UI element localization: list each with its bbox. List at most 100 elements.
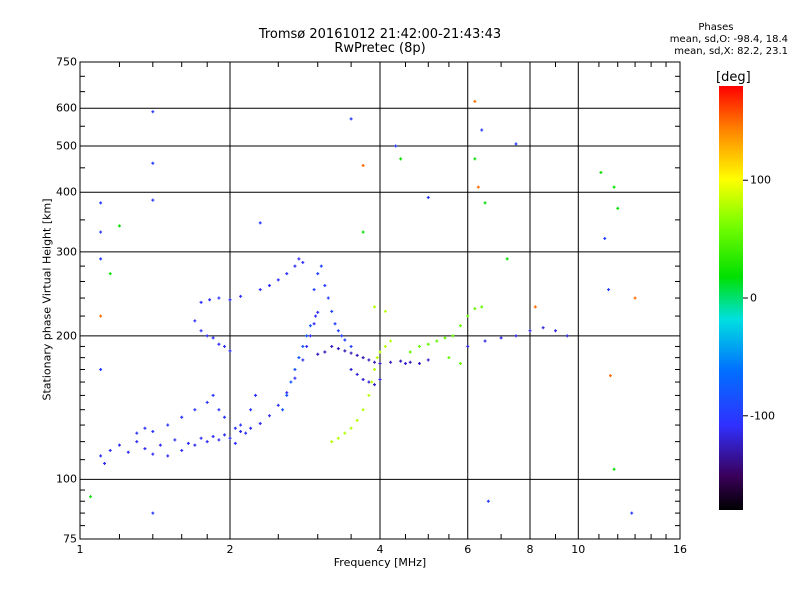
- data-point: [399, 359, 403, 363]
- data-point: [253, 393, 257, 397]
- chart-title: Tromsø 20161012 21:42:00-21:43:43: [258, 27, 502, 42]
- data-point: [228, 349, 232, 353]
- data-point: [316, 310, 320, 314]
- data-point: [285, 272, 289, 276]
- data-point: [355, 372, 359, 376]
- y-tick-label: 75: [63, 532, 77, 546]
- data-point: [217, 408, 221, 412]
- data-point: [205, 440, 209, 444]
- data-point: [258, 288, 262, 292]
- data-point: [108, 448, 112, 452]
- data-point: [151, 110, 155, 114]
- data-point: [173, 438, 177, 442]
- x-tick-label: 1: [76, 543, 84, 556]
- data-point: [349, 351, 353, 355]
- y-tick-label: 300: [56, 245, 77, 259]
- data-point: [186, 441, 190, 445]
- data-point: [193, 319, 197, 323]
- data-point: [99, 201, 103, 205]
- data-point: [326, 296, 330, 300]
- data-point: [473, 99, 477, 103]
- data-point: [99, 230, 103, 234]
- data-point: [514, 142, 518, 146]
- data-point: [314, 314, 318, 318]
- data-point: [505, 257, 509, 261]
- x-tick-label: 6: [464, 543, 472, 556]
- x-tick-label: 16: [673, 543, 687, 556]
- data-point: [193, 443, 197, 447]
- data-point: [297, 356, 301, 360]
- data-point: [378, 350, 382, 354]
- data-point: [408, 360, 412, 364]
- data-point: [151, 452, 155, 456]
- data-point: [630, 511, 634, 515]
- data-point: [528, 329, 532, 333]
- data-point: [228, 436, 232, 440]
- data-point: [426, 342, 430, 346]
- data-point: [301, 260, 305, 264]
- data-point: [367, 358, 371, 362]
- data-point: [349, 344, 353, 348]
- phase-stats-x: mean, sd,X: 82.2, 23.1: [674, 46, 788, 57]
- data-point: [258, 421, 262, 425]
- data-point: [633, 296, 637, 300]
- data-point: [239, 423, 243, 427]
- data-point: [308, 334, 312, 338]
- data-point: [330, 440, 334, 444]
- data-point: [435, 339, 439, 343]
- colorbar-title: [deg]: [716, 70, 751, 85]
- data-point: [514, 334, 518, 338]
- data-point: [199, 329, 203, 333]
- data-point: [166, 454, 170, 458]
- data-point: [443, 336, 447, 340]
- y-tick-label: 600: [56, 101, 77, 115]
- data-point: [323, 350, 327, 354]
- data-point: [466, 314, 470, 318]
- data-point: [361, 230, 365, 234]
- x-tick-label: 8: [526, 543, 534, 556]
- data-point: [258, 221, 262, 225]
- data-point: [249, 408, 253, 412]
- data-point: [612, 467, 616, 471]
- plot-frame: [79, 61, 681, 540]
- data-point: [308, 324, 312, 328]
- data-point: [305, 344, 309, 348]
- data-point: [323, 283, 327, 287]
- data-point: [99, 367, 103, 371]
- data-point: [473, 307, 477, 311]
- data-point: [355, 353, 359, 357]
- data-point: [199, 300, 203, 304]
- data-point: [616, 206, 620, 210]
- data-point: [208, 298, 212, 302]
- data-point: [565, 334, 569, 338]
- colorbar-tick-label: 100: [750, 173, 771, 187]
- data-point: [135, 440, 139, 444]
- data-point: [316, 352, 320, 356]
- data-point: [239, 294, 243, 298]
- data-point: [473, 157, 477, 161]
- data-point: [267, 283, 271, 287]
- data-point: [361, 356, 365, 360]
- chart-subtitle: RwPretec (8p): [334, 41, 426, 56]
- data-point: [126, 450, 130, 454]
- y-tick-label: 500: [56, 139, 77, 153]
- data-point: [349, 426, 353, 430]
- data-point: [211, 393, 215, 397]
- data-point: [375, 356, 379, 360]
- data-point: [180, 448, 184, 452]
- data-point: [553, 329, 557, 333]
- data-point: [447, 356, 451, 360]
- data-point: [336, 347, 340, 351]
- y-tick-label: 200: [56, 329, 77, 343]
- data-point: [608, 374, 612, 378]
- data-point: [117, 443, 121, 447]
- data-point: [316, 272, 320, 276]
- data-point: [233, 441, 237, 445]
- data-point: [370, 380, 374, 384]
- data-point: [267, 414, 271, 418]
- data-point: [143, 447, 147, 451]
- data-point: [217, 438, 221, 442]
- data-point: [217, 342, 221, 346]
- colorbar-tick-label: 0: [750, 291, 757, 305]
